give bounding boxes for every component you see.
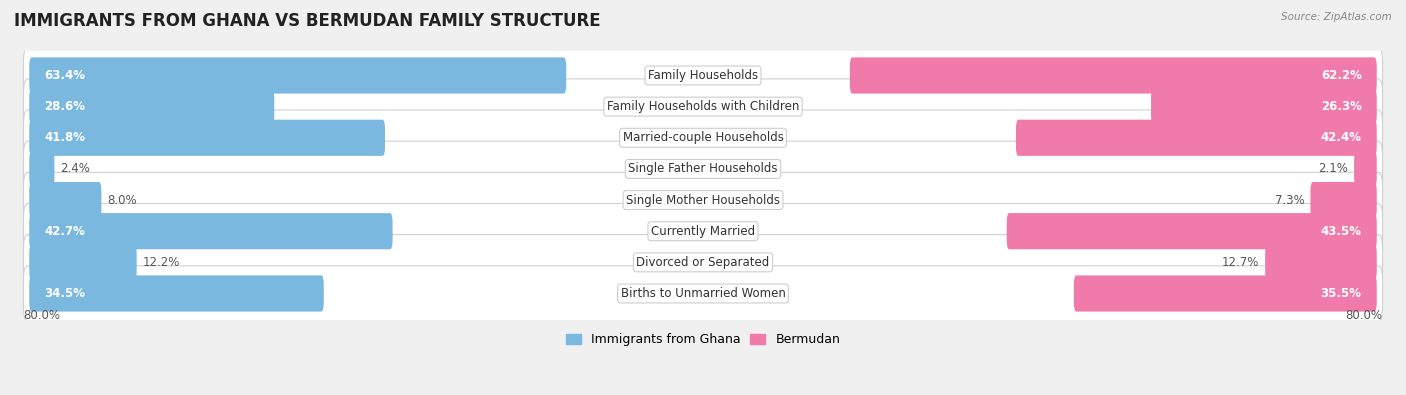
FancyBboxPatch shape	[1152, 88, 1376, 125]
Text: Divorced or Separated: Divorced or Separated	[637, 256, 769, 269]
FancyBboxPatch shape	[24, 48, 1382, 103]
FancyBboxPatch shape	[30, 120, 385, 156]
FancyBboxPatch shape	[849, 57, 1376, 94]
Text: 28.6%: 28.6%	[45, 100, 86, 113]
Text: 12.7%: 12.7%	[1222, 256, 1260, 269]
Text: 26.3%: 26.3%	[1320, 100, 1361, 113]
FancyBboxPatch shape	[30, 275, 323, 312]
FancyBboxPatch shape	[24, 172, 1382, 228]
FancyBboxPatch shape	[24, 235, 1382, 290]
Text: Married-couple Households: Married-couple Households	[623, 131, 783, 144]
FancyBboxPatch shape	[24, 79, 1382, 134]
FancyBboxPatch shape	[24, 141, 1382, 197]
Text: Single Mother Households: Single Mother Households	[626, 194, 780, 207]
Text: Currently Married: Currently Married	[651, 225, 755, 238]
Text: 2.4%: 2.4%	[60, 162, 90, 175]
Legend: Immigrants from Ghana, Bermudan: Immigrants from Ghana, Bermudan	[561, 328, 845, 352]
FancyBboxPatch shape	[24, 266, 1382, 321]
Text: Births to Unmarried Women: Births to Unmarried Women	[620, 287, 786, 300]
FancyBboxPatch shape	[30, 244, 136, 280]
FancyBboxPatch shape	[30, 182, 101, 218]
Text: 12.2%: 12.2%	[142, 256, 180, 269]
Text: 43.5%: 43.5%	[1320, 225, 1361, 238]
FancyBboxPatch shape	[1310, 182, 1376, 218]
Text: 80.0%: 80.0%	[1346, 309, 1382, 322]
FancyBboxPatch shape	[24, 110, 1382, 166]
FancyBboxPatch shape	[24, 203, 1382, 259]
FancyBboxPatch shape	[1265, 244, 1376, 280]
FancyBboxPatch shape	[30, 151, 55, 187]
FancyBboxPatch shape	[1007, 213, 1376, 249]
FancyBboxPatch shape	[30, 88, 274, 125]
Text: Source: ZipAtlas.com: Source: ZipAtlas.com	[1281, 12, 1392, 22]
Text: IMMIGRANTS FROM GHANA VS BERMUDAN FAMILY STRUCTURE: IMMIGRANTS FROM GHANA VS BERMUDAN FAMILY…	[14, 12, 600, 30]
FancyBboxPatch shape	[1074, 275, 1376, 312]
FancyBboxPatch shape	[30, 57, 567, 94]
Text: 42.7%: 42.7%	[45, 225, 86, 238]
Text: 7.3%: 7.3%	[1275, 194, 1305, 207]
Text: Single Father Households: Single Father Households	[628, 162, 778, 175]
Text: 34.5%: 34.5%	[45, 287, 86, 300]
FancyBboxPatch shape	[1354, 151, 1376, 187]
FancyBboxPatch shape	[30, 213, 392, 249]
Text: Family Households with Children: Family Households with Children	[607, 100, 799, 113]
Text: 42.4%: 42.4%	[1320, 131, 1361, 144]
Text: 2.1%: 2.1%	[1319, 162, 1348, 175]
Text: 80.0%: 80.0%	[24, 309, 60, 322]
Text: 41.8%: 41.8%	[45, 131, 86, 144]
FancyBboxPatch shape	[1017, 120, 1376, 156]
Text: 8.0%: 8.0%	[107, 194, 136, 207]
Text: 62.2%: 62.2%	[1320, 69, 1361, 82]
Text: 35.5%: 35.5%	[1320, 287, 1361, 300]
Text: 63.4%: 63.4%	[45, 69, 86, 82]
Text: Family Households: Family Households	[648, 69, 758, 82]
